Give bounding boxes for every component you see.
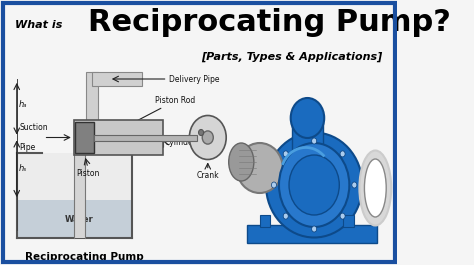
Text: Reciprocating Pump: Reciprocating Pump — [25, 252, 144, 262]
Text: Piston Rod: Piston Rod — [155, 96, 195, 105]
Bar — [74, 153, 85, 238]
Text: Delivery Pipe: Delivery Pipe — [169, 74, 220, 83]
Bar — [17, 153, 132, 238]
Text: Cylinder: Cylinder — [165, 138, 197, 147]
Ellipse shape — [359, 151, 391, 226]
Circle shape — [283, 213, 288, 219]
Bar — [75, 122, 94, 153]
Ellipse shape — [365, 159, 386, 217]
Circle shape — [340, 151, 345, 157]
Bar — [74, 120, 85, 155]
Bar — [74, 120, 164, 155]
Bar — [18, 200, 131, 237]
Text: [Parts, Types & Applications]: [Parts, Types & Applications] — [201, 52, 383, 62]
Ellipse shape — [229, 143, 254, 181]
Circle shape — [340, 213, 345, 219]
Circle shape — [272, 182, 276, 188]
Ellipse shape — [266, 132, 362, 237]
Text: Suction: Suction — [19, 123, 48, 132]
Text: Water: Water — [64, 214, 93, 223]
Circle shape — [283, 151, 288, 157]
Circle shape — [189, 116, 226, 160]
Text: hₛ: hₛ — [18, 164, 27, 173]
Text: Reciprocating Pump?: Reciprocating Pump? — [88, 8, 451, 37]
Bar — [94, 135, 197, 140]
Bar — [292, 120, 323, 162]
Text: Pipe: Pipe — [19, 143, 36, 152]
Circle shape — [311, 226, 317, 232]
Text: hₐ: hₐ — [18, 100, 27, 109]
Bar — [344, 215, 354, 227]
Circle shape — [289, 155, 339, 215]
Circle shape — [352, 182, 357, 188]
Text: Piston: Piston — [76, 169, 100, 178]
Text: What is: What is — [15, 20, 63, 30]
Circle shape — [311, 138, 317, 144]
Circle shape — [199, 130, 203, 135]
Ellipse shape — [237, 143, 283, 193]
Circle shape — [291, 98, 324, 138]
Bar — [247, 225, 377, 243]
Bar — [86, 72, 98, 122]
Bar — [92, 72, 142, 86]
Bar — [260, 215, 270, 227]
Circle shape — [279, 143, 349, 227]
Text: Crank: Crank — [196, 171, 219, 180]
Circle shape — [202, 131, 213, 144]
